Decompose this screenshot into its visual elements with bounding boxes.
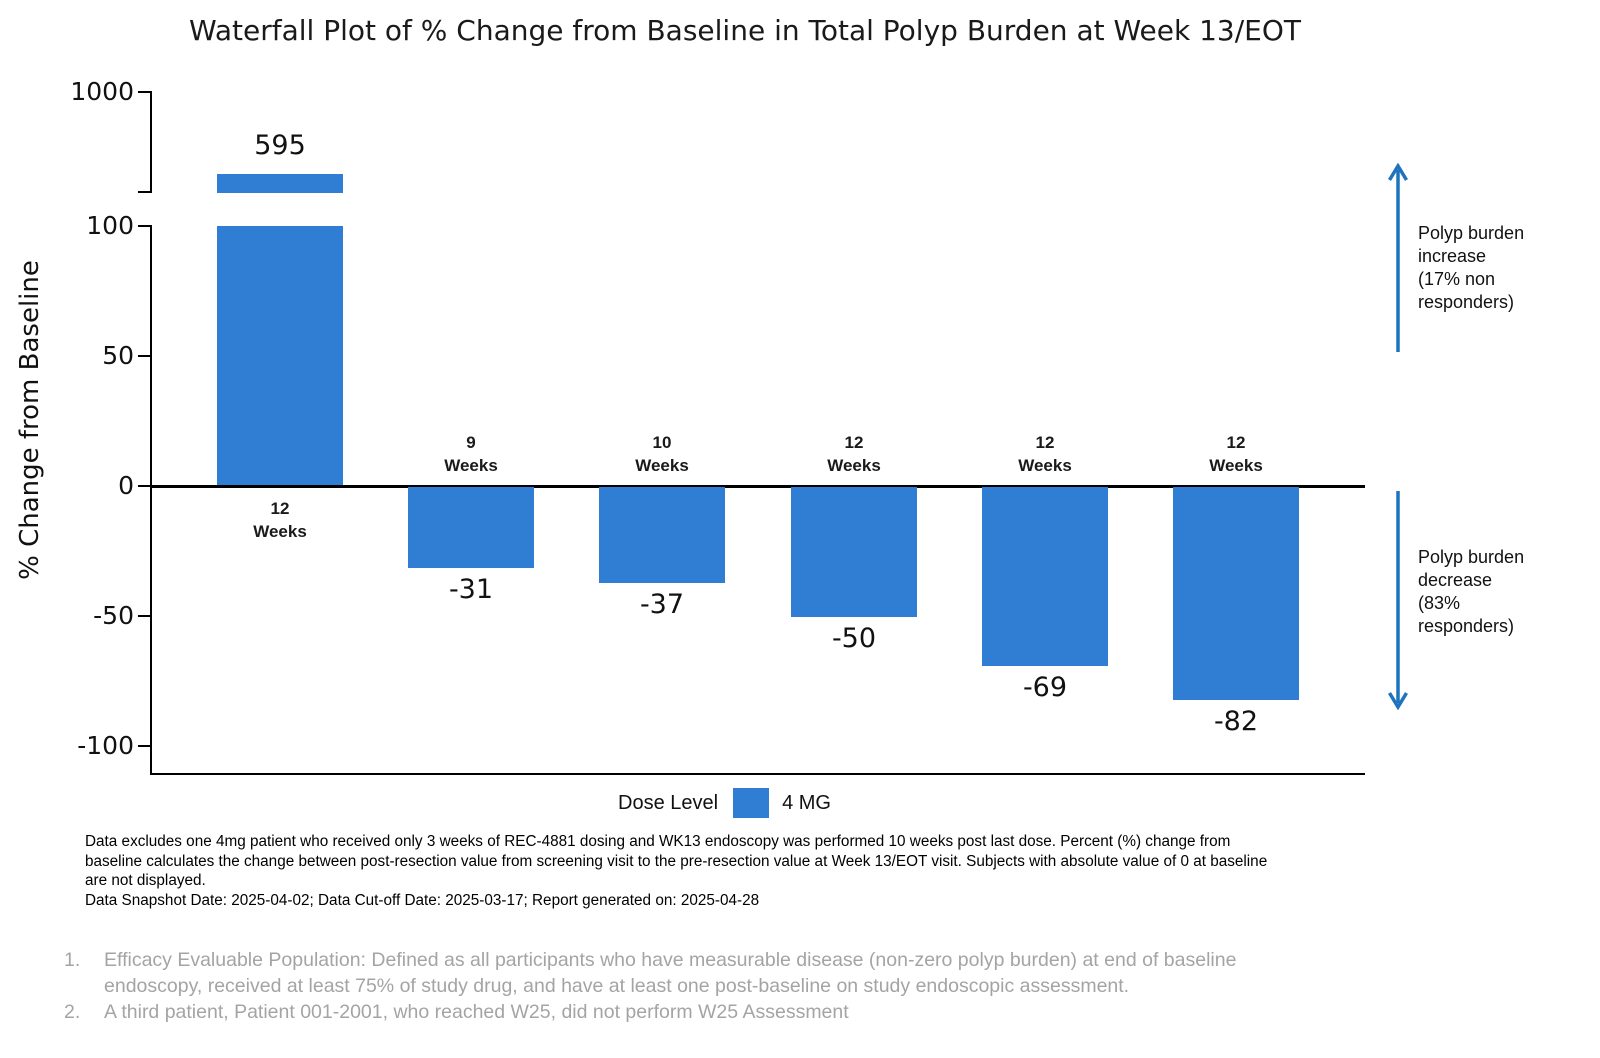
footnote-number bbox=[64, 974, 104, 1000]
week-unit: Weeks bbox=[1209, 456, 1263, 475]
numbered-footnote-row: 2. A third patient, Patient 001-2001, who… bbox=[64, 1000, 1236, 1026]
y-tick-mark-0 bbox=[138, 485, 152, 487]
bar-value-label: -82 bbox=[1213, 706, 1259, 737]
footnote-text: A third patient, Patient 001-2001, who r… bbox=[104, 1000, 849, 1023]
footnote-number: 1. bbox=[64, 949, 81, 971]
y-tick-mark-50 bbox=[138, 355, 152, 357]
increase-annotation-line: responders) bbox=[1418, 292, 1515, 312]
week-number: 12 bbox=[844, 433, 864, 452]
decrease-annotation-line: responders) bbox=[1418, 616, 1515, 636]
numbered-footnote-block: 1. Efficacy Evaluable Population: Defined… bbox=[64, 948, 1236, 1025]
x-axis-bottom-border bbox=[151, 773, 1365, 775]
y-tick-mark--100 bbox=[138, 745, 152, 747]
bar-segment bbox=[599, 487, 725, 583]
bar-week-label: 12 Weeks bbox=[1161, 431, 1311, 477]
bar-segment-lower bbox=[217, 226, 343, 485]
increase-arrow-icon bbox=[1388, 163, 1408, 352]
increase-annotation: Polyp burden increase (17% non responders) bbox=[1418, 222, 1600, 314]
bar-week-label: 9 Weeks bbox=[396, 431, 546, 477]
bar-week-label: 10 Weeks bbox=[587, 431, 737, 477]
bar-week-label: 12 Weeks bbox=[970, 431, 1120, 477]
bar-segment-upper bbox=[217, 174, 343, 193]
decrease-annotation-line: decrease bbox=[1418, 570, 1493, 590]
legend: Dose Level 4 MG bbox=[618, 788, 831, 818]
footnote-line: are not displayed. bbox=[85, 872, 206, 890]
y-tick-mark-1000 bbox=[138, 91, 152, 93]
bar-week-label: 12 Weeks bbox=[205, 497, 355, 543]
bar-value-label: -31 bbox=[448, 574, 494, 605]
footnote-line: Data excludes one 4mg patient who receiv… bbox=[85, 833, 1231, 850]
bar-segment bbox=[791, 487, 917, 617]
bar-value-label: 595 bbox=[254, 130, 306, 161]
week-unit: Weeks bbox=[253, 522, 307, 541]
y-axis-label: % Change from Baseline bbox=[15, 260, 45, 580]
bar-segment bbox=[1173, 487, 1299, 700]
y-tick-label--50: -50 bbox=[93, 601, 134, 630]
y-tick-label-50: 50 bbox=[102, 341, 134, 370]
y-axis-lower-segment bbox=[150, 226, 152, 775]
y-axis-upper-segment bbox=[150, 92, 152, 193]
footnote-line: Data Snapshot Date: 2025-04-02; Data Cut… bbox=[85, 891, 760, 909]
increase-annotation-line: Polyp burden bbox=[1418, 223, 1525, 243]
legend-entry-label: 4 MG bbox=[782, 791, 831, 814]
week-unit: Weeks bbox=[1018, 456, 1072, 475]
decrease-arrow-icon bbox=[1388, 491, 1408, 710]
footnote-text: Efficacy Evaluable Population: Defined a… bbox=[104, 949, 1237, 971]
y-tick-label-1000: 1000 bbox=[70, 77, 134, 106]
decrease-annotation: Polyp burden decrease (83% responders) bbox=[1418, 546, 1600, 638]
decrease-annotation-line: (83% bbox=[1418, 593, 1461, 613]
bar-value-label: -37 bbox=[639, 589, 685, 620]
bar-week-label: 12 Weeks bbox=[779, 431, 929, 477]
legend-title: Dose Level bbox=[618, 791, 719, 814]
footnote-text: endoscopy, received at least 75% of stud… bbox=[104, 974, 1130, 997]
y-tick-label-100: 100 bbox=[86, 211, 134, 240]
zero-baseline bbox=[151, 485, 1365, 488]
y-tick-mark-100 bbox=[138, 225, 152, 227]
axis-break-tick bbox=[138, 191, 152, 193]
week-number: 10 bbox=[652, 433, 672, 452]
week-number: 12 bbox=[1226, 433, 1246, 452]
footnote-block: Data excludes one 4mg patient who receiv… bbox=[85, 832, 1267, 910]
footnote-number: 2. bbox=[64, 1000, 81, 1023]
bar-segment bbox=[408, 487, 534, 568]
numbered-footnote-row: endoscopy, received at least 75% of stud… bbox=[64, 974, 1236, 1000]
increase-annotation-line: (17% non bbox=[1418, 269, 1496, 289]
increase-annotation-line: increase bbox=[1418, 246, 1487, 266]
week-number: 9 bbox=[466, 433, 476, 452]
week-number: 12 bbox=[270, 499, 290, 518]
y-tick-label-0: 0 bbox=[118, 471, 134, 500]
week-number: 12 bbox=[1035, 433, 1055, 452]
bar-value-label: -69 bbox=[1022, 672, 1068, 703]
decrease-annotation-line: Polyp burden bbox=[1418, 547, 1525, 567]
bar-segment bbox=[982, 487, 1108, 666]
y-tick-label--100: -100 bbox=[77, 731, 134, 760]
week-unit: Weeks bbox=[444, 456, 498, 475]
bar-value-label: -50 bbox=[831, 623, 877, 654]
chart-title: Waterfall Plot of % Change from Baseline… bbox=[188, 14, 1301, 47]
week-unit: Weeks bbox=[827, 456, 881, 475]
legend-swatch-4mg bbox=[733, 788, 770, 818]
numbered-footnote-row: 1. Efficacy Evaluable Population: Defined… bbox=[64, 948, 1236, 974]
week-unit: Weeks bbox=[635, 456, 689, 475]
y-tick-mark--50 bbox=[138, 615, 152, 617]
footnote-line: baseline calculates the change between p… bbox=[85, 852, 1268, 870]
